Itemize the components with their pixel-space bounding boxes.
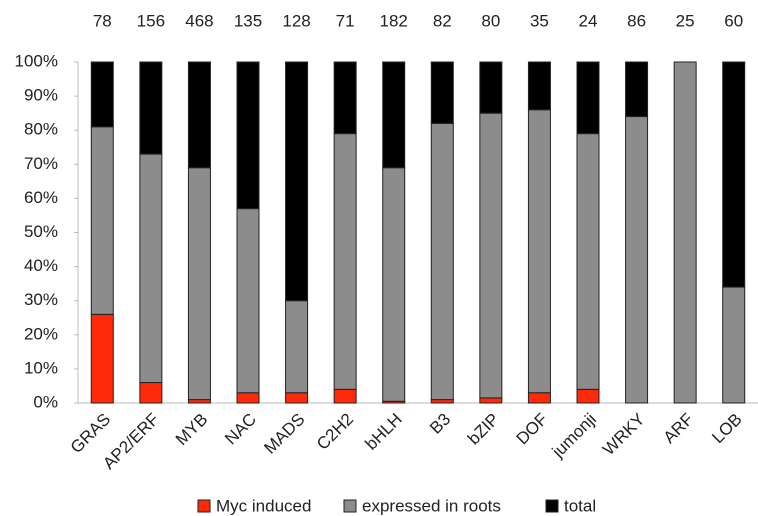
bar-segment [333,388,357,404]
bar-segment [90,61,114,128]
top-label: 35 [530,11,549,30]
bar-segment [333,61,357,135]
x-tick-label: MADS [260,410,308,458]
bar-segment [382,167,406,402]
bar-segment [285,300,309,394]
y-tick-label: 80% [24,120,58,139]
bar-segment [236,208,260,394]
x-tick-label: GRAS [67,410,115,458]
top-label: 25 [676,11,695,30]
top-label: 71 [336,11,355,30]
bar-segment [90,126,114,315]
top-label: 128 [282,11,310,30]
x-tick-label: ARF [660,410,697,447]
bar-segment [187,167,211,401]
y-tick-label: 70% [24,154,58,173]
bar-segment [576,133,600,390]
top-label: 135 [234,11,262,30]
bar-segment [333,133,357,390]
top-label: 468 [185,11,213,30]
top-label: 86 [627,11,646,30]
x-tick-label: WRKY [599,410,648,459]
top-label: 24 [579,11,598,30]
x-tick-label: DOF [513,410,552,449]
bar-segment [722,286,746,404]
y-tick-label: 60% [24,188,58,207]
bar-segment [430,122,454,401]
x-tick-label: LOB [708,410,745,447]
bar-segment [139,382,163,404]
legend-swatch [197,499,211,513]
bar-segment [479,61,503,114]
top-label: 156 [137,11,165,30]
y-tick-label: 30% [24,290,58,309]
bar-segment [479,112,503,399]
x-tick-label: B3 [426,410,454,438]
bar-segment [527,61,551,111]
x-tick-label: bHLH [362,410,406,454]
bar-segment [382,61,406,169]
bar-segment [285,61,309,302]
bar-segment [187,61,211,169]
x-tick-label: bZIP [464,410,503,449]
y-tick-label: 90% [24,86,58,105]
bar-segment [139,61,163,155]
bar-segment [236,392,260,404]
legend-label: total [564,496,596,515]
bar-segment [673,61,697,404]
bar-segment [285,392,309,404]
bar-segment [430,399,454,404]
bar-segment [576,61,600,135]
y-tick-label: 20% [24,324,58,343]
y-tick-label: 40% [24,256,58,275]
legend-swatch [343,499,357,513]
legend-label: Myc induced [216,496,311,515]
y-tick-label: 0% [33,392,58,411]
bar-segment [187,399,211,404]
top-label: 78 [93,11,112,30]
top-label: 182 [380,11,408,30]
bar-segment [722,61,746,288]
bar-segment [527,392,551,404]
x-tick-label: MYB [172,410,211,449]
x-tick-label: jumonji [548,410,600,462]
y-tick-label: 10% [24,358,58,377]
legend-swatch [545,499,559,513]
bar-segment [625,61,649,118]
bar-segment [625,116,649,404]
legend-label: expressed in roots [362,496,501,515]
bar-segment [576,388,600,404]
y-tick-label: 100% [15,51,58,70]
y-tick-label: 50% [24,222,58,241]
top-label: 82 [433,11,452,30]
bar-segment [236,61,260,210]
x-tick-label: NAC [221,410,260,449]
bar-segment [139,153,163,384]
bar-segment [90,313,114,404]
bar-segment [479,397,503,404]
bar-segment [527,109,551,394]
x-tick-label: C2H2 [313,410,357,454]
top-label: 80 [481,11,500,30]
bar-segment [430,61,454,124]
top-label: 60 [724,11,743,30]
